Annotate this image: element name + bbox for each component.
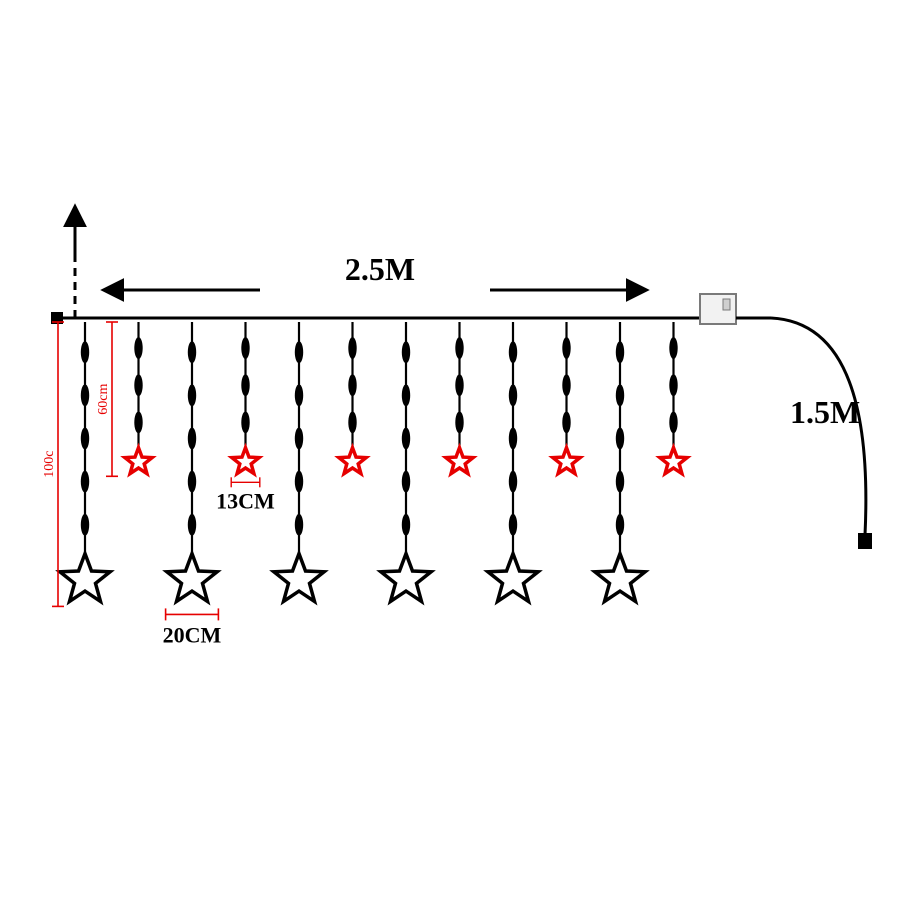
led-bead (81, 341, 89, 363)
led-bead (616, 384, 624, 406)
led-bead (295, 514, 303, 536)
led-bead (188, 471, 196, 493)
led-bead (81, 427, 89, 449)
led-bead (402, 384, 410, 406)
led-bead (669, 374, 677, 396)
led-bead (509, 384, 517, 406)
led-bead (562, 374, 570, 396)
led-bead (295, 384, 303, 406)
led-bead (348, 374, 356, 396)
dim-20-label: 20CM (163, 622, 222, 647)
star-small (167, 554, 217, 602)
star-small (60, 554, 110, 602)
star-small (232, 448, 259, 474)
led-bead (81, 471, 89, 493)
led-bead (134, 337, 142, 359)
led-bead (295, 341, 303, 363)
star-small (274, 554, 324, 602)
star-small (488, 554, 538, 602)
led-bead (562, 337, 570, 359)
led-bead (455, 411, 463, 433)
plug (858, 533, 872, 549)
led-bead (509, 427, 517, 449)
cable-length-label: 1.5M (790, 394, 860, 430)
led-bead (509, 341, 517, 363)
led-bead (348, 411, 356, 433)
led-bead (455, 374, 463, 396)
dim-13-label: 13CM (216, 488, 275, 513)
star-small (339, 448, 366, 474)
star-small (553, 448, 580, 474)
led-bead (669, 411, 677, 433)
star-small (595, 554, 645, 602)
star-small (381, 554, 431, 602)
led-bead (241, 374, 249, 396)
led-bead (455, 337, 463, 359)
dim-100-label: 100c (42, 451, 57, 478)
led-bead (295, 427, 303, 449)
led-bead (616, 514, 624, 536)
led-bead (616, 427, 624, 449)
led-bead (509, 514, 517, 536)
led-bead (402, 341, 410, 363)
led-bead (348, 337, 356, 359)
led-bead (562, 411, 570, 433)
controller-button (723, 299, 730, 310)
controller-box (700, 294, 736, 324)
led-bead (616, 341, 624, 363)
width-label: 2.5M (345, 251, 415, 287)
led-bead (188, 384, 196, 406)
led-bead (509, 471, 517, 493)
star-small (660, 448, 687, 474)
led-bead (669, 337, 677, 359)
led-bead (81, 384, 89, 406)
led-bead (295, 471, 303, 493)
led-bead (134, 411, 142, 433)
led-bead (241, 337, 249, 359)
led-bead (402, 471, 410, 493)
led-bead (188, 427, 196, 449)
curtain-light-diagram: 1.5M 2.5M 100c 60cm 13CM 20CM (0, 0, 900, 900)
led-bead (402, 514, 410, 536)
led-bead (616, 471, 624, 493)
led-bead (402, 427, 410, 449)
led-bead (241, 411, 249, 433)
dim-60-label: 60cm (96, 383, 111, 414)
led-bead (81, 514, 89, 536)
star-small (125, 448, 152, 474)
star-small (446, 448, 473, 474)
led-bead (134, 374, 142, 396)
led-bead (188, 341, 196, 363)
led-bead (188, 514, 196, 536)
